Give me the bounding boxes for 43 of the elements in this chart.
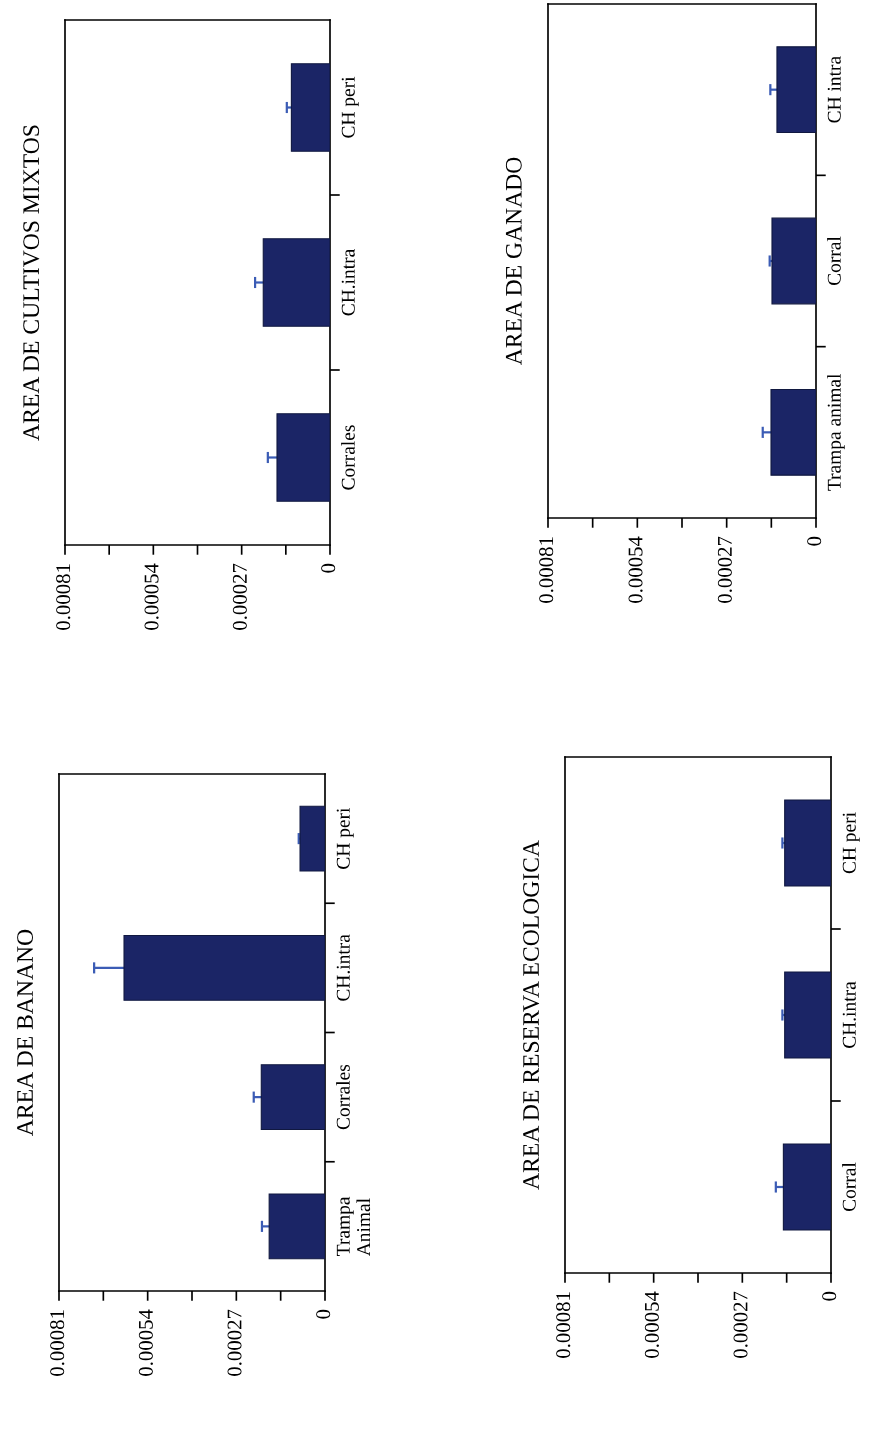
x-tick-label: 0.00027 bbox=[733, 1291, 748, 1358]
y-tick-label: Trampa Animal bbox=[336, 1196, 371, 1257]
y-tick-label: Corrales bbox=[336, 1064, 350, 1130]
x-tick-label: 0.00027 bbox=[227, 1309, 242, 1376]
bar bbox=[770, 388, 816, 476]
x-tick-label: 0 bbox=[807, 536, 822, 546]
y-tick-label: Trampa animal bbox=[827, 373, 845, 491]
text: AREA DE BANANO bbox=[17, 929, 33, 1136]
bar bbox=[299, 805, 325, 872]
x-tick-label: 0 bbox=[822, 1291, 837, 1301]
y-tick-label: CH.intra bbox=[842, 981, 856, 1048]
x-tick-label: 0.00081 bbox=[50, 1310, 65, 1376]
x-tick-label: 0.00054 bbox=[644, 1291, 659, 1358]
y-tick-label: Corrales bbox=[341, 425, 355, 490]
x-tick-label: 0.00054 bbox=[138, 1309, 153, 1376]
text: AREA DE RESERVA ECOLOGICA bbox=[523, 840, 540, 1190]
x-tick-label: 0.00054 bbox=[628, 536, 643, 603]
bar bbox=[268, 1193, 325, 1260]
bar bbox=[123, 935, 325, 1001]
y-tick-label: CH peri bbox=[842, 812, 860, 874]
bar bbox=[776, 46, 816, 134]
bar bbox=[290, 63, 330, 152]
y-tick-label: CH.intra bbox=[336, 934, 350, 1001]
y-tick-label: Corral bbox=[842, 1162, 856, 1212]
x-tick-label: 0 bbox=[321, 563, 336, 573]
x-tick-label: 0.00081 bbox=[56, 564, 71, 630]
bar bbox=[262, 238, 330, 327]
y-tick-label: CH.intra bbox=[341, 249, 355, 316]
x-tick-label: 0.00027 bbox=[232, 563, 247, 630]
x-tick-label: 0.00027 bbox=[717, 536, 732, 603]
bar bbox=[260, 1064, 325, 1130]
y-tick-label: CH intra bbox=[827, 56, 841, 123]
bar bbox=[276, 413, 330, 502]
text: AREA DE CULTIVOS MIXTOS bbox=[23, 125, 40, 441]
x-tick-label: 0.00081 bbox=[556, 1292, 571, 1358]
text: AREA DE GANADO bbox=[505, 157, 522, 366]
bar bbox=[771, 217, 816, 305]
y-tick-label: Corral bbox=[827, 236, 841, 286]
x-tick-label: 0.00054 bbox=[144, 563, 159, 630]
x-tick-label: 0 bbox=[316, 1309, 331, 1319]
y-tick-label: CH peri bbox=[341, 76, 359, 138]
x-tick-label: 0.00081 bbox=[539, 537, 554, 603]
y-tick-label: CH peri bbox=[336, 807, 354, 869]
